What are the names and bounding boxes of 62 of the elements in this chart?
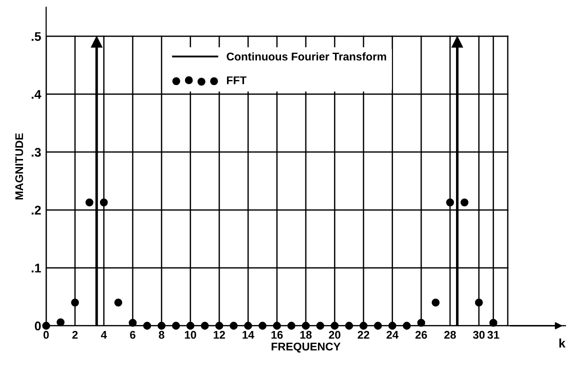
point (100, 198, 108, 206)
point (388, 322, 396, 330)
point (316, 322, 324, 330)
y-tick-label: .2 (32, 206, 41, 214)
y-axis-title: MAGNITUDE (15, 133, 24, 200)
point (158, 322, 166, 330)
x-tick-label: 8 (158, 330, 164, 339)
y-tick-label: 0 (34, 322, 41, 330)
x-tick-label: 24 (386, 330, 398, 339)
x-tick-label: 22 (358, 330, 370, 339)
x-tick-label: 18 (300, 330, 312, 339)
point (452, 36, 463, 48)
point (143, 322, 152, 330)
point (258, 322, 266, 330)
point (172, 322, 180, 330)
x-tick-label: 0 (44, 330, 49, 339)
point (330, 322, 339, 330)
x-tick-label: 2 (72, 330, 78, 339)
text: k (559, 338, 566, 348)
x-tick-label: 10 (184, 330, 196, 339)
x-tick-label: 31 (487, 330, 500, 339)
y-tick-label: .3 (32, 148, 41, 157)
x-axis-title: FREQUENCY (272, 342, 341, 353)
point (360, 322, 368, 330)
x-tick-label: 20 (328, 330, 340, 339)
x-tick-label: 6 (130, 330, 136, 339)
y-tick-label: .1 (32, 264, 41, 272)
point (215, 322, 224, 330)
point (91, 36, 102, 48)
point (489, 318, 498, 327)
point (71, 298, 79, 307)
point (128, 318, 137, 327)
point (244, 322, 252, 330)
point (474, 298, 483, 307)
point (85, 198, 94, 206)
x-tick-label: 26 (415, 330, 427, 339)
y-tick-label: .5 (32, 32, 41, 41)
point (460, 198, 468, 206)
point (114, 298, 122, 307)
point (273, 322, 281, 330)
y-tick-label: .4 (32, 90, 42, 99)
point (302, 322, 310, 330)
point (200, 322, 209, 330)
x-tick-label: 12 (214, 330, 225, 339)
point (432, 298, 440, 307)
x-tick-label: 30 (472, 330, 485, 339)
point (345, 322, 354, 330)
x-tick-label: 4 (100, 331, 107, 339)
legend-label: Continuous Fourier Transform (226, 52, 386, 61)
x-tick-label: 14 (242, 331, 254, 339)
point (287, 322, 296, 330)
point (374, 322, 382, 330)
x-tick-label: 16 (271, 330, 283, 339)
point (446, 198, 454, 206)
point (186, 322, 194, 330)
x-tick-label: 28 (444, 330, 456, 339)
point (42, 322, 50, 330)
point (230, 322, 238, 330)
point (56, 318, 65, 326)
point (402, 322, 411, 330)
point (417, 318, 426, 327)
legend-label: FFT (227, 76, 247, 84)
